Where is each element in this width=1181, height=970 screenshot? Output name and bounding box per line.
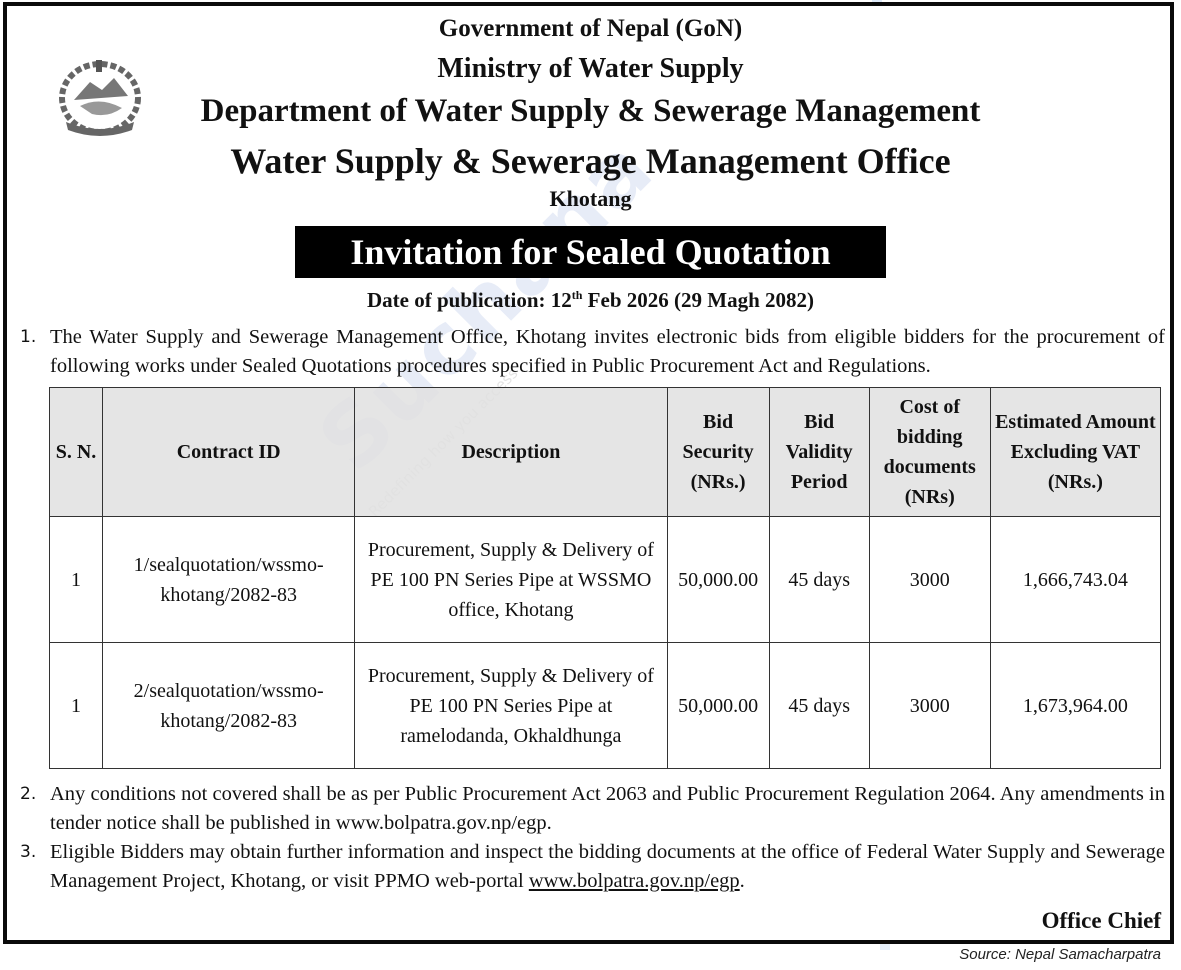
paragraph-text-before-link: Eligible Bidders may obtain further info… — [50, 841, 1165, 892]
cell-estimated-amount: 1,666,743.04 — [989, 516, 1162, 643]
ministry-name: Ministry of Water Supply — [437, 53, 744, 84]
cell-bid-security: 50,000.00 — [666, 642, 770, 769]
header-description: Description — [354, 387, 668, 517]
publication-date-sup: th — [571, 288, 583, 302]
cell-contract-id: 1/sealquotation/wssmo-khotang/2082-83 — [102, 516, 356, 643]
cell-contract-id: 2/sealquotation/wssmo-khotang/2082-83 — [102, 642, 356, 769]
table-row: 1 1/sealquotation/wssmo-khotang/2082-83 … — [48, 516, 1162, 643]
department-name: Department of Water Supply & Sewerage Ma… — [200, 93, 981, 129]
bids-table: S. N. Contract ID Description Bid Securi… — [48, 387, 1162, 769]
paragraph-text: The Water Supply and Sewerage Management… — [50, 326, 1165, 377]
cell-bid-validity: 45 days — [768, 516, 870, 643]
office-name: Water Supply & Sewerage Management Offic… — [230, 141, 951, 181]
bolpatra-link[interactable]: www.bolpatra.gov.np/egp — [528, 869, 740, 892]
cell-description: Procurement, Supply & Delivery of PE 100… — [354, 516, 668, 643]
paragraph-text-after-link: . — [739, 869, 745, 892]
publication-date: Date of publication: 12th Feb 2026 (29 M… — [0, 288, 1181, 313]
government-name: Government of Nepal (GoN) — [438, 15, 743, 42]
paragraph-number: 1. — [20, 327, 37, 347]
header-bid-security: Bid Security (NRs.) — [666, 387, 770, 517]
source-credit: Source: Nepal Samacharpatra — [959, 946, 1161, 963]
paragraph-number: 2. — [20, 784, 37, 804]
paragraph-2: 2. Any conditions not covered shall be a… — [20, 780, 1165, 837]
cell-bid-validity: 45 days — [768, 642, 870, 769]
publication-date-prefix: Date of publication: 12 — [367, 288, 572, 312]
header-doc-cost: Cost of bidding documents (NRs) — [868, 387, 991, 517]
office-location: Khotang — [549, 186, 632, 211]
signature-office-chief: Office Chief — [1041, 908, 1161, 933]
table-row: 1 2/sealquotation/wssmo-khotang/2082-83 … — [48, 642, 1162, 769]
cell-doc-cost: 3000 — [868, 642, 991, 769]
publication-date-suffix: Feb 2026 (29 Magh 2082) — [582, 288, 814, 312]
cell-estimated-amount: 1,673,964.00 — [989, 642, 1162, 769]
paragraph-text: Any conditions not covered shall be as p… — [50, 783, 1165, 834]
header-sn: S. N. — [48, 387, 104, 517]
cell-sn: 1 — [48, 516, 104, 643]
notice-title: Invitation for Sealed Quotation — [295, 226, 886, 278]
cell-bid-security: 50,000.00 — [666, 516, 770, 643]
nepal-emblem-icon — [52, 56, 148, 142]
table-header-row: S. N. Contract ID Description Bid Securi… — [48, 387, 1162, 517]
cell-description: Procurement, Supply & Delivery of PE 100… — [354, 642, 668, 769]
paragraph-1: 1. The Water Supply and Sewerage Managem… — [20, 323, 1165, 380]
header-contract-id: Contract ID — [102, 387, 356, 517]
paragraph-text: Eligible Bidders may obtain further info… — [50, 838, 1165, 895]
cell-sn: 1 — [48, 642, 104, 769]
cell-doc-cost: 3000 — [868, 516, 991, 643]
paragraph-number: 3. — [20, 842, 37, 862]
header-bid-validity: Bid Validity Period — [768, 387, 870, 517]
paragraph-3: 3. Eligible Bidders may obtain further i… — [20, 838, 1165, 895]
header-estimated-amount: Estimated Amount Excluding VAT (NRs.) — [989, 387, 1162, 517]
